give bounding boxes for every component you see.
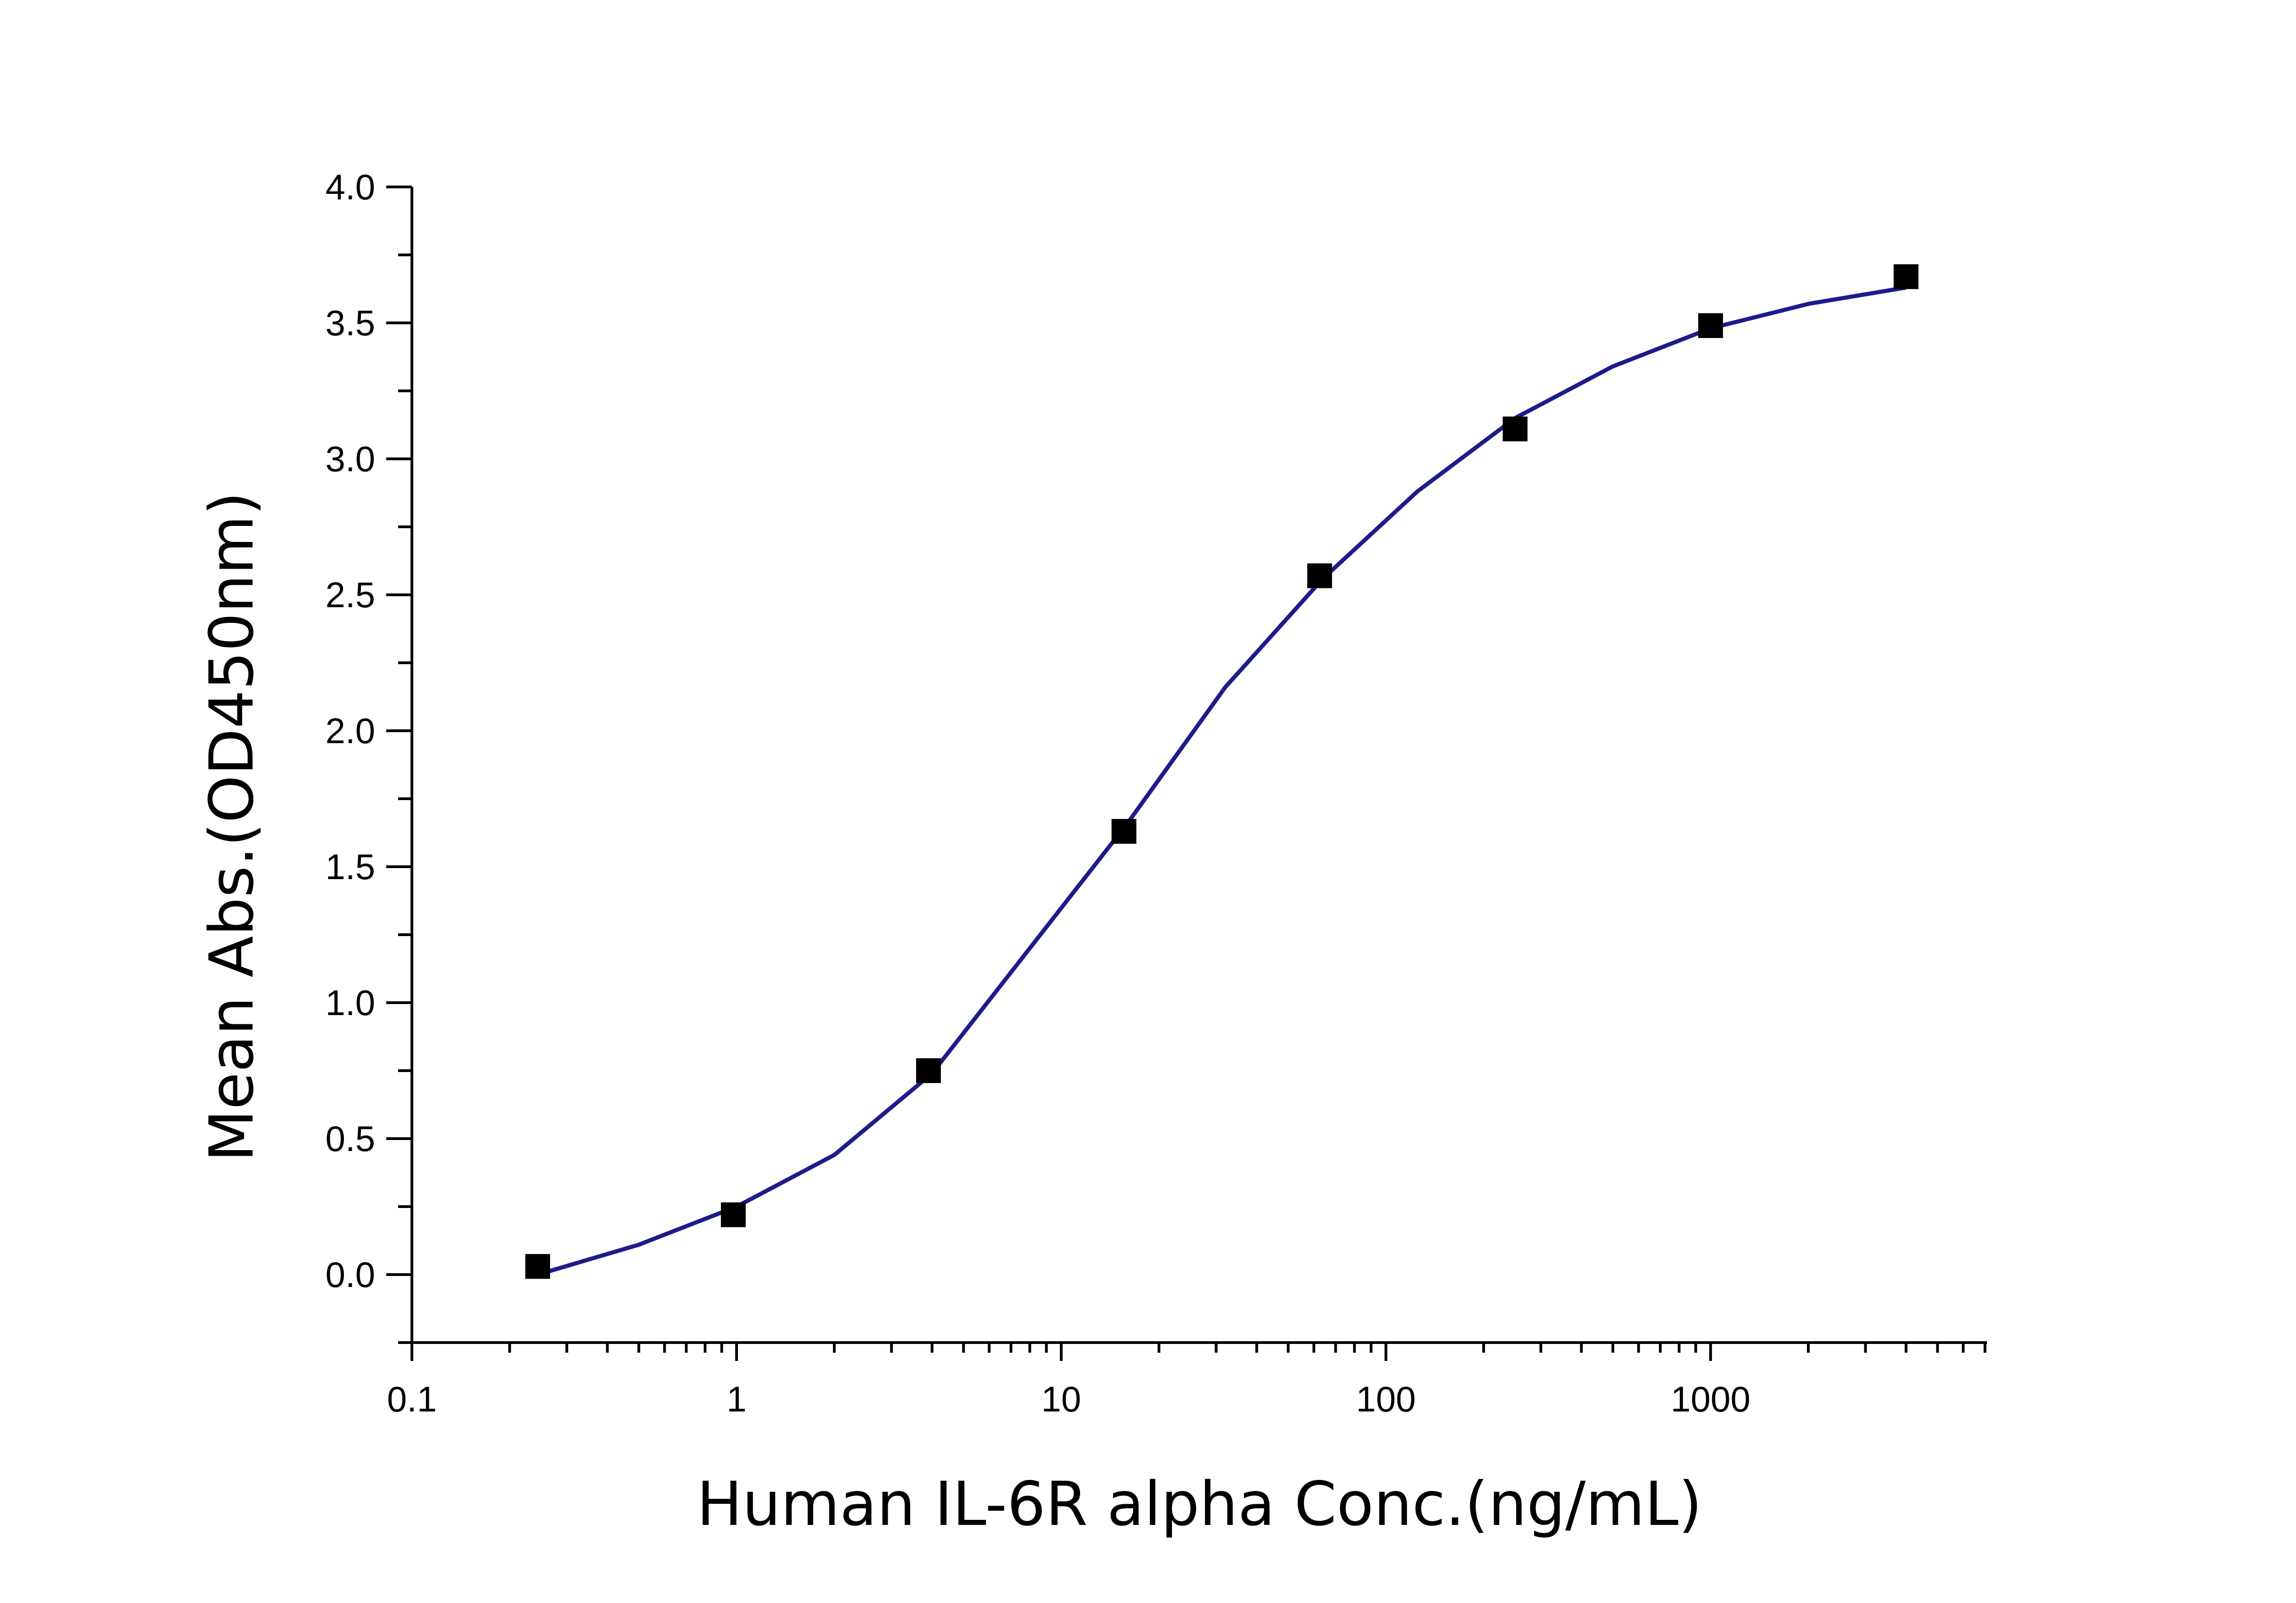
x-tick-label: 100 <box>1356 1379 1416 1419</box>
x-tick-label: 1 <box>726 1379 746 1419</box>
y-tick-label: 3.5 <box>326 303 375 343</box>
data-point <box>916 1058 941 1083</box>
data-point <box>525 1254 550 1279</box>
y-tick-label: 3.0 <box>326 439 375 479</box>
y-tick-label: 2.0 <box>326 711 375 751</box>
y-tick-label: 4.0 <box>326 167 375 207</box>
y-tick-label: 0.0 <box>326 1254 375 1295</box>
x-tick-label: 0.1 <box>387 1379 437 1419</box>
x-tick-label: 10 <box>1041 1379 1081 1419</box>
y-axis-title: Mean Abs.(OD450nm) <box>197 491 267 1162</box>
y-tick-label: 2.5 <box>326 575 375 615</box>
x-axis-title: Human IL-6R alpha Conc.(ng/mL) <box>697 1469 1702 1540</box>
data-point <box>1893 264 1919 289</box>
y-tick-label: 1.0 <box>326 982 375 1023</box>
data-point <box>720 1202 746 1227</box>
data-point <box>1111 819 1137 844</box>
data-point <box>1307 563 1332 588</box>
data-point <box>1698 313 1723 338</box>
y-tick-label: 0.5 <box>326 1118 375 1159</box>
fit-curve <box>537 285 1907 1277</box>
x-tick-label: 1000 <box>1671 1379 1750 1419</box>
y-tick-label: 1.5 <box>326 847 375 887</box>
data-point <box>1503 416 1528 441</box>
